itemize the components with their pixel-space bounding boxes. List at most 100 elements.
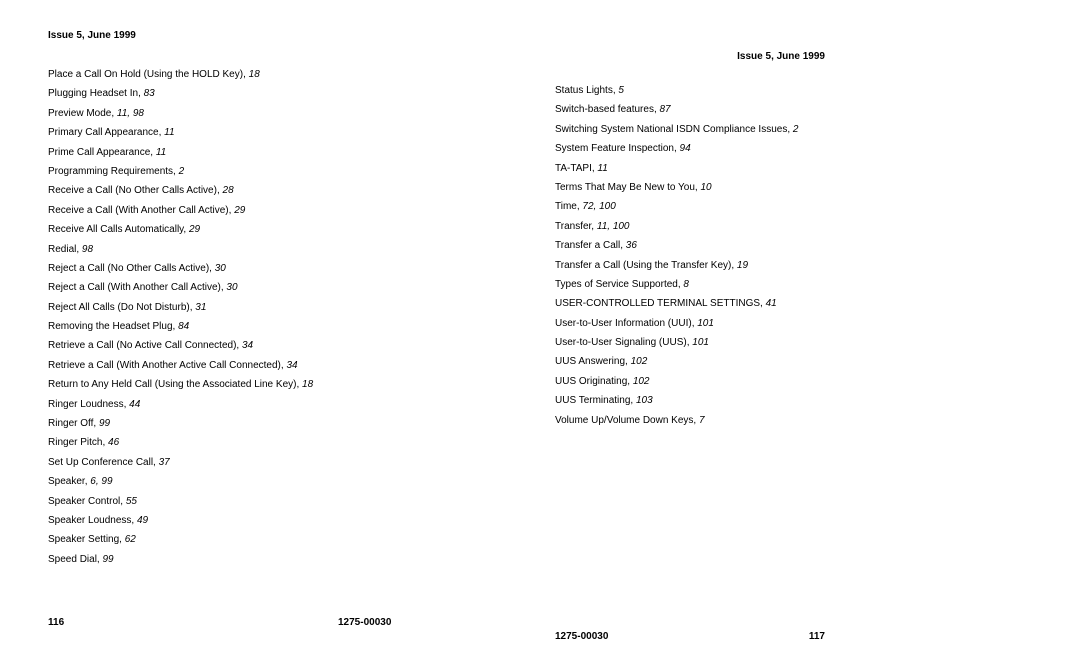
index-entry-text: Types of Service Supported, bbox=[555, 279, 683, 290]
index-entry-text: Preview Mode, bbox=[48, 108, 117, 119]
index-entry-pages: 49 bbox=[137, 515, 148, 526]
index-entry-pages: 30 bbox=[226, 282, 237, 293]
index-entry-text: Switch-based features, bbox=[555, 104, 660, 115]
index-entry-pages: 11 bbox=[156, 147, 166, 158]
index-entry-text: UUS Terminating, bbox=[555, 395, 636, 406]
index-entry: Terms That May Be New to You, 10 bbox=[555, 183, 798, 193]
left-doc-number: 1275-00030 bbox=[338, 617, 391, 628]
index-entry: User-to-User Information (UUI), 101 bbox=[555, 319, 798, 329]
index-entry-pages: 30 bbox=[215, 263, 226, 274]
index-entry-text: Place a Call On Hold (Using the HOLD Key… bbox=[48, 69, 249, 80]
index-entry-text: User-to-User Information (UUI), bbox=[555, 318, 697, 329]
index-entry: Retrieve a Call (With Another Active Cal… bbox=[48, 361, 313, 371]
index-entry: Ringer Loudness, 44 bbox=[48, 400, 313, 410]
index-entry-pages: 6, 99 bbox=[90, 476, 112, 487]
index-entry-pages: 18 bbox=[249, 69, 260, 80]
index-entry: Volume Up/Volume Down Keys, 7 bbox=[555, 416, 798, 426]
index-entry: Ringer Pitch, 46 bbox=[48, 438, 313, 448]
index-entry-text: Ringer Off, bbox=[48, 418, 99, 429]
index-entry-pages: 2 bbox=[793, 124, 799, 135]
index-entry-pages: 11 bbox=[597, 163, 607, 174]
index-entry-text: Reject a Call (With Another Call Active)… bbox=[48, 282, 226, 293]
index-entry: Speaker Control, 55 bbox=[48, 497, 313, 507]
index-entry-pages: 46 bbox=[108, 437, 119, 448]
index-entry-pages: 72, 100 bbox=[582, 201, 615, 212]
index-entry-pages: 94 bbox=[680, 143, 691, 154]
right-header: Issue 5, June 1999 bbox=[737, 51, 825, 62]
index-entry-pages: 11 bbox=[164, 127, 174, 138]
index-entry-pages: 7 bbox=[699, 415, 705, 426]
index-entry-pages: 101 bbox=[692, 337, 709, 348]
index-entry-pages: 34 bbox=[286, 360, 297, 371]
index-entry-text: USER-CONTROLLED TERMINAL SETTINGS, bbox=[555, 298, 766, 309]
index-entry-text: Reject All Calls (Do Not Disturb), bbox=[48, 302, 195, 313]
index-entry-text: Speaker Control, bbox=[48, 496, 126, 507]
index-entry: UUS Answering, 102 bbox=[555, 357, 798, 367]
index-entry-text: Speaker Setting, bbox=[48, 534, 125, 545]
index-entry-text: Transfer a Call (Using the Transfer Key)… bbox=[555, 260, 737, 271]
index-entry-pages: 83 bbox=[144, 88, 155, 99]
index-entry-pages: 11, 98 bbox=[117, 108, 144, 119]
index-entry-text: Receive a Call (With Another Call Active… bbox=[48, 205, 234, 216]
index-entry: UUS Terminating, 103 bbox=[555, 396, 798, 406]
index-entry-text: UUS Answering, bbox=[555, 356, 631, 367]
index-entry-pages: 99 bbox=[102, 554, 113, 565]
index-entry-pages: 37 bbox=[159, 457, 170, 468]
left-page-number: 116 bbox=[48, 617, 64, 628]
index-entry-text: TA-TAPI, bbox=[555, 163, 597, 174]
index-entry: Types of Service Supported, 8 bbox=[555, 280, 798, 290]
index-entry-text: Ringer Loudness, bbox=[48, 399, 129, 410]
index-entry: Preview Mode, 11, 98 bbox=[48, 109, 313, 119]
index-entry-pages: 55 bbox=[126, 496, 137, 507]
index-entry-text: Speaker, bbox=[48, 476, 90, 487]
index-entry-pages: 99 bbox=[99, 418, 110, 429]
index-entry: Time, 72, 100 bbox=[555, 202, 798, 212]
index-entry-text: Transfer a Call, bbox=[555, 240, 626, 251]
index-entry: UUS Originating, 102 bbox=[555, 377, 798, 387]
index-entry: Speaker, 6, 99 bbox=[48, 477, 313, 487]
index-entry: Transfer a Call (Using the Transfer Key)… bbox=[555, 261, 798, 271]
index-entry-text: Reject a Call (No Other Calls Active), bbox=[48, 263, 215, 274]
index-entry: USER-CONTROLLED TERMINAL SETTINGS, 41 bbox=[555, 299, 798, 309]
index-entry-text: Receive a Call (No Other Calls Active), bbox=[48, 185, 223, 196]
index-entry: Switching System National ISDN Complianc… bbox=[555, 125, 798, 135]
index-entry-text: Speed Dial, bbox=[48, 554, 102, 565]
index-entry-text: Plugging Headset In, bbox=[48, 88, 144, 99]
index-entry-text: Retrieve a Call (No Active Call Connecte… bbox=[48, 340, 242, 351]
index-entry-text: Retrieve a Call (With Another Active Cal… bbox=[48, 360, 286, 371]
index-entry-pages: 19 bbox=[737, 260, 748, 271]
index-entry-pages: 18 bbox=[302, 379, 313, 390]
index-entry: Transfer, 11, 100 bbox=[555, 222, 798, 232]
index-entry-pages: 102 bbox=[631, 356, 648, 367]
index-entry: Programming Requirements, 2 bbox=[48, 167, 313, 177]
index-entry-pages: 44 bbox=[129, 399, 140, 410]
index-entry: Plugging Headset In, 83 bbox=[48, 89, 313, 99]
index-entry: Speed Dial, 99 bbox=[48, 555, 313, 565]
index-entry: Speaker Loudness, 49 bbox=[48, 516, 313, 526]
index-entry: Place a Call On Hold (Using the HOLD Key… bbox=[48, 70, 313, 80]
index-entry-pages: 36 bbox=[626, 240, 637, 251]
index-entry: Return to Any Held Call (Using the Assoc… bbox=[48, 380, 313, 390]
right-page: Issue 5, June 1999 Status Lights, 5Switc… bbox=[555, 0, 1035, 656]
left-page: Issue 5, June 1999 Place a Call On Hold … bbox=[48, 0, 528, 656]
index-entry-text: Set Up Conference Call, bbox=[48, 457, 159, 468]
index-entry-pages: 2 bbox=[179, 166, 185, 177]
index-entry: User-to-User Signaling (UUS), 101 bbox=[555, 338, 798, 348]
index-entry-text: UUS Originating, bbox=[555, 376, 633, 387]
index-entry-text: Time, bbox=[555, 201, 582, 212]
index-entry-pages: 29 bbox=[234, 205, 245, 216]
index-entry: Prime Call Appearance, 11 bbox=[48, 148, 313, 158]
index-entry-pages: 28 bbox=[223, 185, 234, 196]
index-entry: Ringer Off, 99 bbox=[48, 419, 313, 429]
index-entry-text: Programming Requirements, bbox=[48, 166, 179, 177]
index-entry-pages: 8 bbox=[683, 279, 689, 290]
index-entry: Removing the Headset Plug, 84 bbox=[48, 322, 313, 332]
index-entry-pages: 101 bbox=[697, 318, 714, 329]
index-entry-text: Prime Call Appearance, bbox=[48, 147, 156, 158]
index-entry: Reject All Calls (Do Not Disturb), 31 bbox=[48, 303, 313, 313]
index-entry-text: Speaker Loudness, bbox=[48, 515, 137, 526]
index-entry: Retrieve a Call (No Active Call Connecte… bbox=[48, 341, 313, 351]
index-entry-text: System Feature Inspection, bbox=[555, 143, 680, 154]
index-entry: System Feature Inspection, 94 bbox=[555, 144, 798, 154]
index-entry-text: Terms That May Be New to You, bbox=[555, 182, 700, 193]
